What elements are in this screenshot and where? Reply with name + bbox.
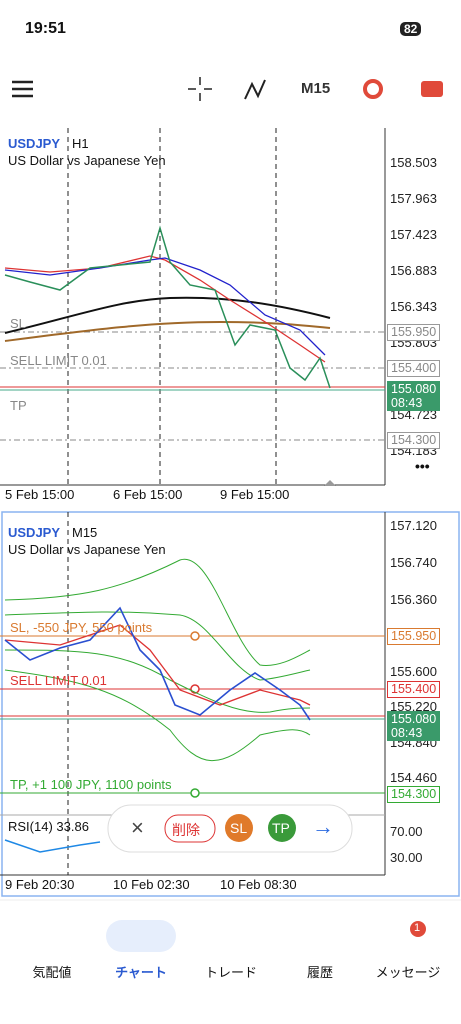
time-label: 5 Feb 15:00 <box>5 487 75 502</box>
nav-quotes[interactable]: 気配値 <box>32 965 72 980</box>
nav-messages[interactable]: メッセージ <box>375 965 441 980</box>
price-tick: 157.120 <box>390 518 437 533</box>
time: 19:51 <box>25 20 66 37</box>
current-price: 155.080 08:43 <box>387 381 441 411</box>
timeframe[interactable]: M15 <box>301 80 331 97</box>
time-label: 9 Feb 15:00 <box>220 487 290 502</box>
tp-button[interactable] <box>268 814 296 842</box>
rsi-tick: 70.00 <box>390 824 423 839</box>
sell-limit-label: SELL LIMIT 0.01 <box>10 673 107 688</box>
tp-label: TP, +1 100 JPY, 1100 points <box>10 777 172 792</box>
price-tick: 156.360 <box>390 592 437 607</box>
badge <box>410 921 426 937</box>
crosshair-icon[interactable] <box>188 77 212 101</box>
menu-icon[interactable] <box>12 80 33 98</box>
nav-history[interactable]: 履歴 <box>306 965 333 980</box>
price-tick: 155.220 <box>390 699 437 714</box>
price-tick: 157.963 <box>390 191 437 206</box>
sell-limit-price: 155.400 <box>387 360 441 377</box>
price-tick: 158.503 <box>390 155 437 170</box>
price-tick: 156.343 <box>390 299 437 314</box>
badge-text: 1 <box>414 922 421 934</box>
symbol[interactable]: USDJPY <box>8 136 61 151</box>
delete-text[interactable]: 削除 <box>172 822 200 838</box>
sl-label: SL <box>10 316 26 331</box>
description: US Dollar vs Japanese Yen <box>8 153 166 168</box>
price: 155.080 <box>391 712 437 726</box>
active-tab <box>106 920 176 952</box>
tp-label: TP <box>10 398 27 413</box>
price-tick: 155.600 <box>390 664 437 679</box>
time-label: 10 Feb 08:30 <box>220 877 297 892</box>
price-tick: 156.740 <box>390 555 437 570</box>
price-tick: 157.423 <box>390 227 437 242</box>
tp-price: 154.300 <box>387 432 441 449</box>
delete-button[interactable] <box>164 814 216 843</box>
battery: 82 <box>400 22 422 36</box>
nav-trade[interactable]: トレード <box>204 965 257 980</box>
rsi-tick: 30.00 <box>390 850 423 865</box>
current-price: 155.080 08:43 <box>387 711 441 741</box>
sell-limit-price: 155.400 <box>387 681 441 698</box>
sell-limit-label: SELL LIMIT 0.01 <box>10 353 107 368</box>
objects-icon[interactable] <box>363 79 383 99</box>
sl-button[interactable] <box>225 814 253 842</box>
indicator-icon[interactable] <box>244 79 266 100</box>
time-label: 9 Feb 20:30 <box>5 877 75 892</box>
close-button[interactable]: × <box>131 815 144 840</box>
period: M15 <box>72 525 98 540</box>
chart2-frame <box>0 511 460 897</box>
nav-chart[interactable]: チャート <box>115 965 167 980</box>
time-label: 6 Feb 15:00 <box>113 487 183 502</box>
symbol[interactable]: USDJPY <box>8 525 61 540</box>
more[interactable]: ••• <box>415 458 430 474</box>
sl-price: 155.950 <box>387 324 441 341</box>
price-tick: 156.883 <box>390 263 437 278</box>
sl-text[interactable]: SL <box>230 820 248 836</box>
tp-price: 154.300 <box>387 786 441 803</box>
trade-icon[interactable] <box>421 81 443 97</box>
sl-label: SL, -550 JPY, 550 points <box>10 620 153 635</box>
time-label: 10 Feb 02:30 <box>113 877 190 892</box>
period: H1 <box>72 136 89 151</box>
sl-price: 155.950 <box>387 628 441 645</box>
tp-text[interactable]: TP <box>272 820 290 836</box>
rsi-label: RSI(14) 33.86 <box>8 819 89 834</box>
price-tick: 154.460 <box>390 770 437 785</box>
countdown: 08:43 <box>391 726 423 740</box>
countdown: 08:43 <box>391 396 423 410</box>
chart1-frame <box>0 128 386 486</box>
next-button[interactable]: → <box>312 814 334 839</box>
description: US Dollar vs Japanese Yen <box>8 542 166 557</box>
price: 155.080 <box>391 382 437 396</box>
